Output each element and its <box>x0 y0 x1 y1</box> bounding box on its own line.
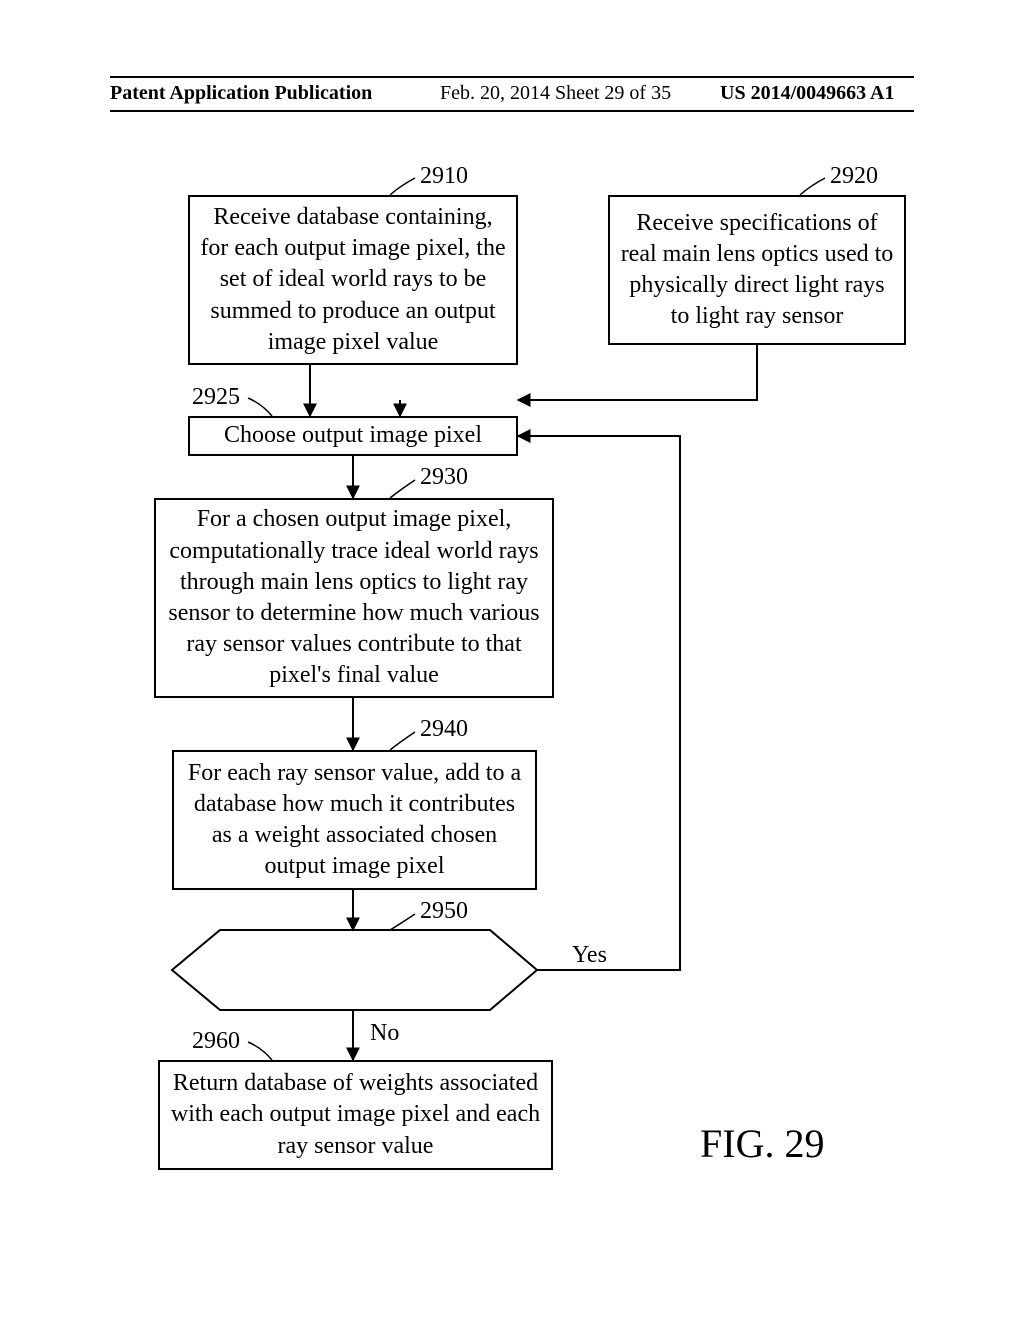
ref-2950: 2950 <box>420 898 468 925</box>
leader-2940 <box>390 732 415 750</box>
leader-2925 <box>248 398 272 416</box>
node-2910: Receive database containing, for each ou… <box>188 195 518 365</box>
header-right: US 2014/0049663 A1 <box>720 82 894 105</box>
edge-no-label: No <box>370 1020 399 1047</box>
page: Patent Application Publication Feb. 20, … <box>0 0 1024 1320</box>
header-rule-top <box>110 76 914 78</box>
ref-2940: 2940 <box>420 716 468 743</box>
node-2950-text-wrap: More output image pixels to process? <box>210 940 500 1002</box>
leader-2930 <box>390 480 415 498</box>
leader-2960 <box>248 1042 272 1060</box>
header-left: Patent Application Publication <box>110 82 372 105</box>
node-2930-text: For a chosen output image pixel, computa… <box>166 504 542 691</box>
node-2920-text: Receive specifications of real main lens… <box>620 208 894 333</box>
header-rule-bottom <box>110 110 914 112</box>
edge-2920-2925 <box>518 345 757 400</box>
node-2925-text: Choose output image pixel <box>224 420 482 451</box>
ref-2925: 2925 <box>192 384 240 411</box>
node-2960-text: Return database of weights associated wi… <box>170 1068 541 1162</box>
node-2960: Return database of weights associated wi… <box>158 1060 553 1170</box>
node-2940-text: For each ray sensor value, add to a data… <box>184 758 525 883</box>
leader-2920 <box>800 178 825 195</box>
header-center: Feb. 20, 2014 Sheet 29 of 35 <box>440 82 671 105</box>
edge-yes-label: Yes <box>572 942 607 969</box>
node-2940: For each ray sensor value, add to a data… <box>172 750 537 890</box>
node-2910-text: Receive database containing, for each ou… <box>200 202 506 358</box>
ref-2920: 2920 <box>830 163 878 190</box>
ref-2960: 2960 <box>192 1028 240 1055</box>
ref-2910: 2910 <box>420 163 468 190</box>
node-2930: For a chosen output image pixel, computa… <box>154 498 554 698</box>
node-2950-text: More output image pixels to process? <box>219 942 491 999</box>
ref-2930: 2930 <box>420 464 468 491</box>
figure-label: FIG. 29 <box>700 1120 824 1167</box>
node-2920: Receive specifications of real main lens… <box>608 195 906 345</box>
node-2925: Choose output image pixel <box>188 416 518 456</box>
leader-2950 <box>390 914 415 930</box>
leader-2910 <box>390 178 415 195</box>
